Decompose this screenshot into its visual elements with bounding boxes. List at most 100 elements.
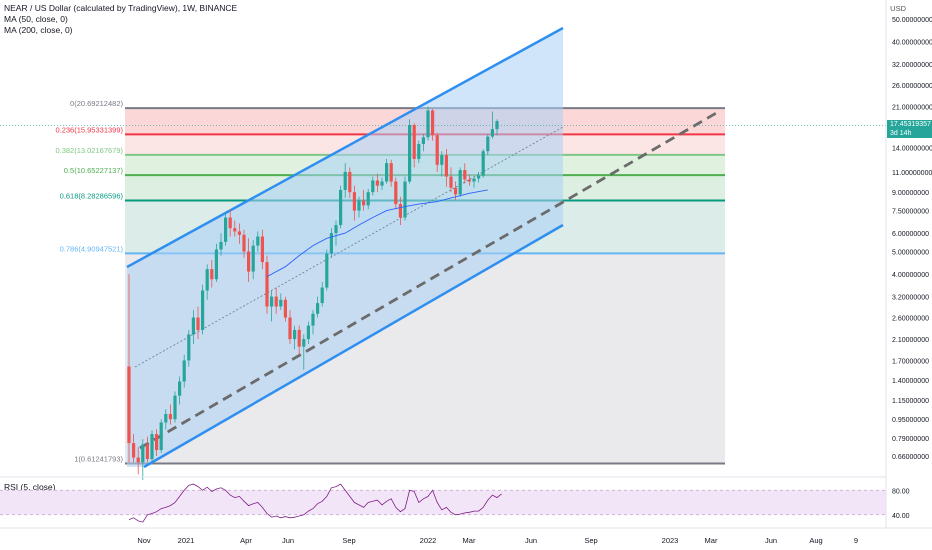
candle-body xyxy=(463,170,467,180)
candle-body xyxy=(339,189,343,226)
time-tick-label: Jun xyxy=(282,536,294,545)
ma200-legend[interactable]: MA (200, close, 0) xyxy=(4,25,73,35)
price-tick-label: 14.00000000 xyxy=(892,146,932,153)
time-tick-label: 9 xyxy=(854,536,858,545)
price-tick-label: 32.00000000 xyxy=(892,62,932,69)
candle-body xyxy=(237,231,241,235)
candle-body xyxy=(210,269,214,280)
fib-label-1: 1(0.61241793) xyxy=(74,455,123,464)
rsi-tick-label: 40.00 xyxy=(892,513,910,520)
candle-body xyxy=(302,339,306,347)
price-tick-label: 3.20000000 xyxy=(892,295,929,302)
price-tick-label: 50.00000000 xyxy=(892,17,932,24)
ma50-legend[interactable]: MA (50, close, 0) xyxy=(4,14,68,24)
price-tick-label: 0.95000000 xyxy=(892,417,929,424)
price-tick-label: 2.10000000 xyxy=(892,337,929,344)
time-tick-label: Sep xyxy=(342,536,355,545)
candle-body xyxy=(412,125,416,159)
candle-body xyxy=(155,434,159,451)
candle-body xyxy=(279,299,283,307)
rsi-legend[interactable]: RSI (5, close) xyxy=(4,482,56,492)
candle-body xyxy=(385,163,389,182)
candle-body xyxy=(191,317,195,335)
candle-body xyxy=(398,204,402,218)
time-tick-label: 2022 xyxy=(420,536,437,545)
time-tick-label: Aug xyxy=(809,536,822,545)
candle-body xyxy=(490,129,494,137)
fib-label-0.382: 0.382(13.02167679) xyxy=(55,146,123,155)
last-price-value: 17.45319357 xyxy=(890,121,931,128)
candle-body xyxy=(187,334,191,361)
price-tick-label: 5.00000000 xyxy=(892,250,929,257)
candle-body xyxy=(242,234,246,252)
candle-body xyxy=(274,296,278,307)
candle-body xyxy=(145,444,149,460)
candle-body xyxy=(403,181,407,218)
candle-body xyxy=(435,135,439,165)
candle-body xyxy=(366,192,370,206)
candle-body xyxy=(132,443,136,458)
candle-body xyxy=(467,179,471,182)
time-tick-label: Mar xyxy=(705,536,718,545)
channel-fill xyxy=(127,28,563,467)
fib-label-0.786: 0.786(4.90947521) xyxy=(60,244,124,253)
candle-body xyxy=(182,360,186,382)
candle-body xyxy=(256,236,260,246)
candle-body xyxy=(306,325,310,340)
candle-body xyxy=(150,434,154,460)
candle-body xyxy=(297,329,301,347)
candle-body xyxy=(219,241,223,250)
price-tick-label: 0.79000000 xyxy=(892,436,929,443)
candle-body xyxy=(233,228,237,232)
price-tick-label: 7.50000000 xyxy=(892,209,929,216)
price-tick-label: 40.00000000 xyxy=(892,40,932,47)
candle-body xyxy=(214,249,218,280)
candle-body xyxy=(426,110,430,138)
candle-body xyxy=(357,200,361,211)
candle-body xyxy=(454,187,458,195)
candle-body xyxy=(325,253,329,288)
price-tick-label: 21.00000000 xyxy=(892,105,932,112)
candle-body xyxy=(288,317,292,340)
candle-body xyxy=(421,137,425,145)
price-tick-label: 0.66000000 xyxy=(892,454,929,461)
candle-body xyxy=(196,317,200,330)
candle-body xyxy=(260,236,264,263)
candle-body xyxy=(362,200,366,206)
fib-label-0.5: 0.5(10.65227137) xyxy=(64,166,124,175)
candle-body xyxy=(477,175,481,179)
candle-body xyxy=(205,269,209,291)
candle-body xyxy=(444,155,448,177)
rsi-line xyxy=(128,483,502,523)
price-tick-label: 1.15000000 xyxy=(892,398,929,405)
fib-label-0.618: 0.618(8.28286596) xyxy=(60,192,124,201)
candle-body xyxy=(380,181,384,186)
candle-body xyxy=(201,290,205,330)
time-tick-label: Jun xyxy=(765,536,777,545)
candle-body xyxy=(348,171,352,193)
candle-body xyxy=(136,457,140,463)
time-tick-label: Sep xyxy=(584,536,597,545)
candle-body xyxy=(265,262,269,307)
ma50-line xyxy=(266,189,488,277)
candle-body xyxy=(329,233,333,254)
candle-countdown: 3d 14h xyxy=(890,130,912,137)
candle-body xyxy=(293,329,297,340)
currency-label: USD xyxy=(890,4,906,13)
candle-body xyxy=(159,422,163,451)
time-tick-label: Apr xyxy=(240,536,252,545)
candle-body xyxy=(449,176,453,188)
candle-body xyxy=(440,155,444,165)
candle-body xyxy=(343,171,347,190)
candle-body xyxy=(316,303,320,314)
candle-body xyxy=(173,395,177,420)
candle-body xyxy=(164,414,168,423)
time-tick-label: Nov xyxy=(137,536,151,545)
chart-title: NEAR / US Dollar (calculated by TradingV… xyxy=(4,3,238,13)
price-tick-label: 1.70000000 xyxy=(892,358,929,365)
candle-body xyxy=(228,217,232,229)
price-tick-label: 4.00000000 xyxy=(892,272,929,279)
time-tick-label: 2021 xyxy=(178,536,195,545)
candle-body xyxy=(371,180,375,193)
